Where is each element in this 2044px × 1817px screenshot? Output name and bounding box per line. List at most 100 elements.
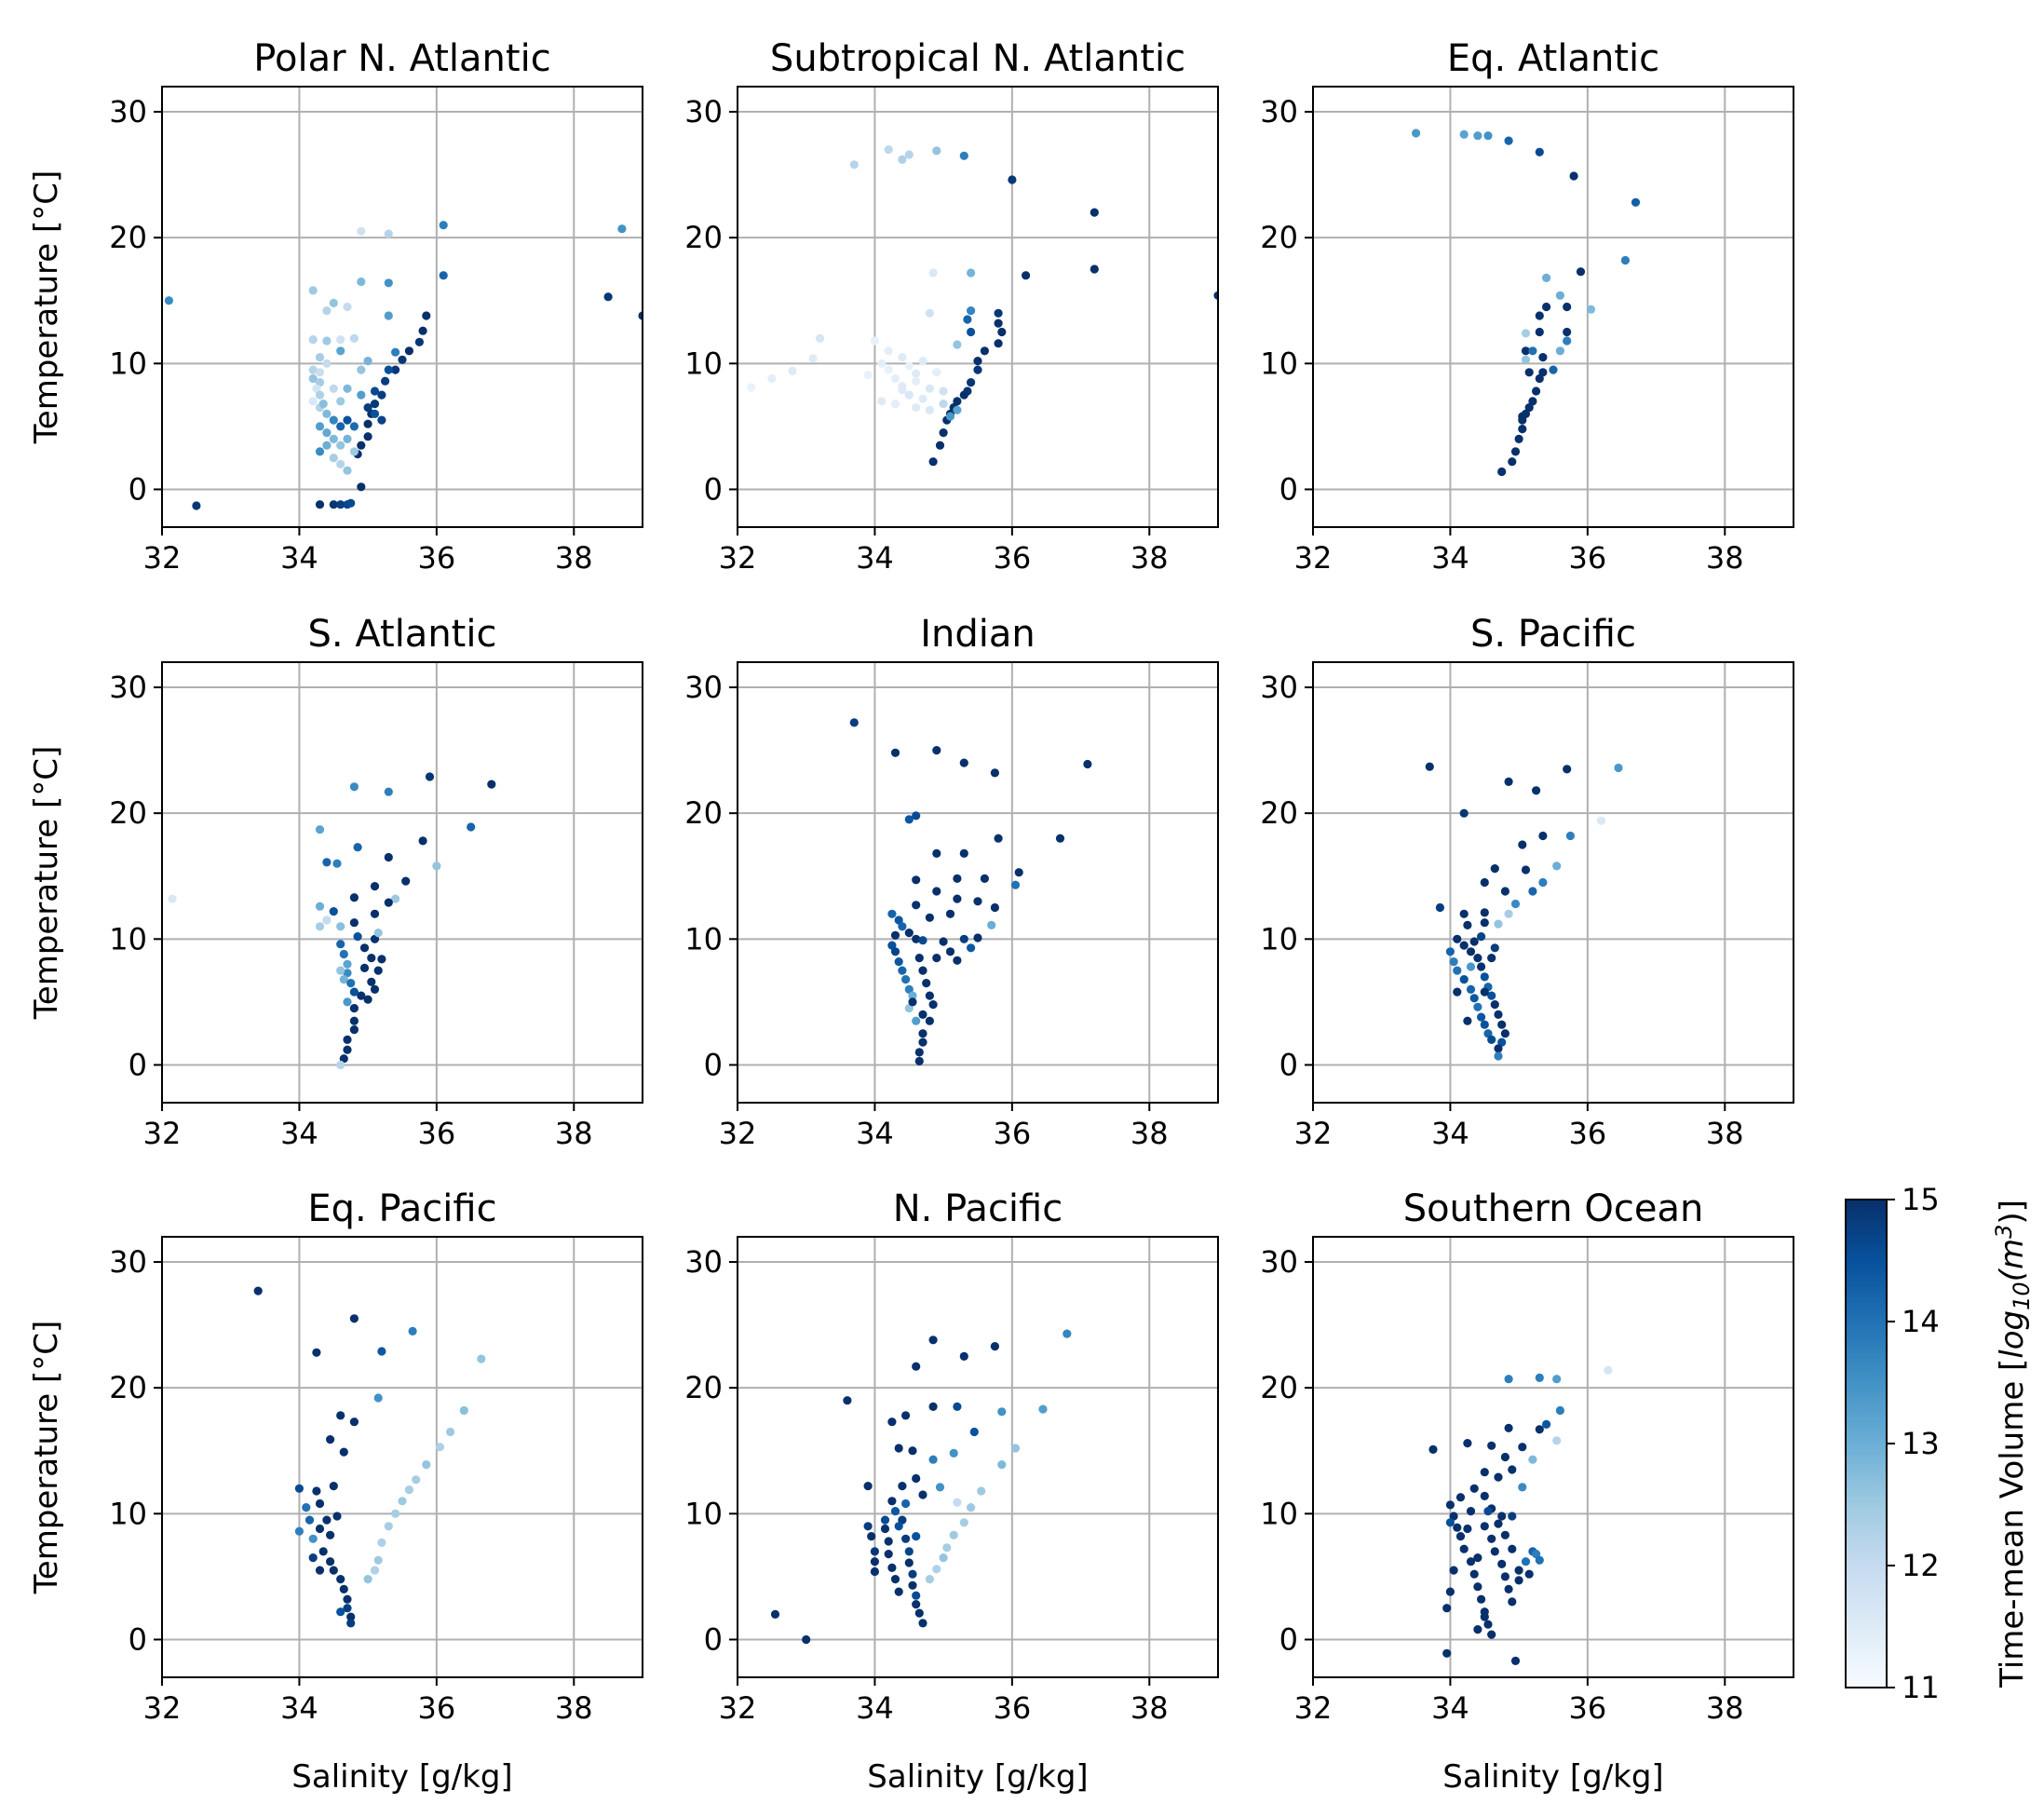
data-point [1473, 1553, 1482, 1563]
data-point [459, 1405, 468, 1416]
y-tick-label: 30 [109, 670, 147, 705]
data-point [953, 956, 962, 965]
data-point [1510, 447, 1521, 456]
panel-7: 32 34 36 38 0 10 20 30 N. Pacific Salinity [g/kg] [684, 1187, 1219, 1796]
data-point [1552, 1375, 1562, 1384]
data-point [815, 333, 825, 343]
data-point [308, 373, 318, 384]
data-point [925, 1016, 935, 1025]
data-point [381, 376, 390, 386]
data-point [967, 306, 976, 316]
data-point [336, 346, 345, 356]
data-point [349, 1004, 359, 1013]
data-point [925, 991, 935, 1000]
x-axis-label: Salinity [g/kg] [1442, 1758, 1663, 1796]
data-point [1469, 994, 1479, 1003]
data-point [894, 1587, 903, 1596]
data-point [343, 1045, 352, 1054]
data-point [315, 1566, 325, 1575]
data-point [967, 378, 976, 387]
y-axis-label: Temperature [°C] [28, 1321, 65, 1594]
x-tick-label: 34 [1431, 1116, 1469, 1151]
data-point [932, 746, 941, 755]
data-point [870, 1557, 880, 1566]
x-tick-label: 38 [555, 1690, 593, 1726]
data-point [928, 1336, 938, 1345]
data-point [990, 1342, 999, 1351]
data-point [802, 1634, 811, 1645]
data-point [932, 1565, 941, 1574]
data-point [1213, 291, 1218, 300]
data-point [422, 1460, 431, 1470]
data-point [1586, 305, 1596, 314]
scatter-points [253, 1286, 486, 1628]
data-point [912, 1532, 921, 1541]
data-point [1535, 1373, 1544, 1382]
data-point [315, 447, 325, 456]
data-point [1497, 1559, 1507, 1568]
data-point [398, 355, 407, 364]
data-point [1480, 908, 1489, 917]
data-point [953, 1498, 962, 1507]
grid [737, 1237, 1218, 1677]
data-point [398, 1497, 407, 1506]
data-point [192, 501, 201, 510]
data-point [1428, 1444, 1438, 1454]
data-point [346, 1619, 356, 1628]
data-point [870, 336, 880, 346]
data-point [898, 386, 907, 395]
data-point [339, 949, 348, 959]
data-point [370, 882, 380, 891]
data-point [638, 311, 643, 320]
data-point [863, 1522, 873, 1531]
data-point [870, 1566, 880, 1577]
colorbar-label: Time-mean Volume [log10(m3)] [1991, 1200, 2035, 1688]
data-point [1508, 457, 1517, 467]
data-point [339, 1447, 348, 1457]
data-point [322, 1515, 332, 1525]
data-point [918, 1490, 927, 1499]
data-point [1487, 1441, 1496, 1450]
data-point [343, 1604, 352, 1613]
data-point [928, 457, 938, 467]
data-point [349, 1314, 359, 1323]
x-tick-label: 36 [417, 540, 455, 576]
data-point [1532, 386, 1541, 396]
data-point [373, 1555, 383, 1565]
data-point [959, 758, 968, 767]
data-point [1445, 1518, 1455, 1527]
x-tick-label: 36 [1568, 1116, 1606, 1151]
data-point [1500, 887, 1509, 896]
y-tick-label: 20 [1260, 220, 1298, 255]
x-tick-label: 38 [1706, 1116, 1744, 1151]
y-tick-label: 30 [109, 94, 147, 129]
data-point [994, 339, 1003, 348]
data-point [1463, 1016, 1472, 1025]
axes-frame [161, 661, 643, 1104]
data-point [343, 997, 352, 1007]
data-point [343, 302, 352, 312]
data-point [849, 160, 859, 169]
data-point [884, 1550, 893, 1559]
data-point [357, 226, 366, 236]
data-point [908, 1580, 917, 1590]
data-point [312, 1348, 321, 1357]
data-point [959, 1351, 968, 1361]
data-point [939, 1553, 948, 1563]
y-tick-label: 10 [684, 346, 723, 381]
data-point [336, 500, 345, 509]
data-point [1518, 412, 1527, 421]
data-point [953, 1402, 962, 1411]
data-point [1500, 1572, 1509, 1581]
data-point [1494, 1051, 1503, 1061]
data-point [336, 422, 345, 431]
y-tick-label: 30 [1260, 670, 1298, 705]
data-point [1466, 962, 1476, 971]
data-point [1508, 1512, 1517, 1521]
data-point [384, 365, 393, 374]
data-point [942, 1543, 952, 1553]
data-point [1532, 786, 1541, 795]
data-point [1532, 1550, 1541, 1559]
data-point [980, 874, 989, 884]
data-point [939, 937, 948, 946]
